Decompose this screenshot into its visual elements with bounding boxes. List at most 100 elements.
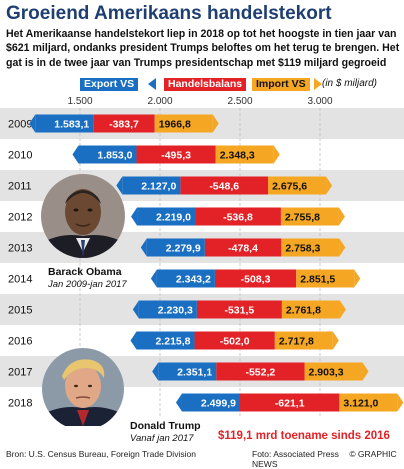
- import-value-label: 2.903,3: [309, 367, 344, 379]
- year-label: 2012: [8, 212, 32, 224]
- tick-label: 2.000: [147, 96, 173, 107]
- balance-bar: [180, 176, 269, 195]
- tick-label: 2.500: [227, 96, 253, 107]
- export-bar-tip: [131, 207, 138, 226]
- legend-arrow-imports: [314, 78, 322, 90]
- import-bar-tip: [338, 207, 345, 226]
- import-bar: [296, 269, 355, 288]
- export-bar: [158, 362, 217, 381]
- balance-value-label: -531,5: [224, 305, 254, 317]
- import-bar-tip: [397, 393, 404, 412]
- year-label: 2013: [8, 243, 32, 255]
- export-bar-tip: [152, 362, 159, 381]
- export-bar-tip: [130, 331, 137, 350]
- import-bar-tip: [273, 145, 280, 164]
- balance-bar: [93, 114, 155, 133]
- balance-bar: [216, 362, 305, 381]
- year-label: 2011: [8, 181, 32, 193]
- export-bar-tip: [140, 238, 147, 257]
- tick-label: 3.000: [307, 96, 333, 107]
- import-value-label: 2.755,8: [285, 212, 320, 224]
- balance-bar: [196, 300, 282, 319]
- import-bar: [268, 176, 327, 195]
- export-value-label: 2.279,9: [166, 243, 201, 255]
- balance-value-label: -621,1: [275, 398, 305, 410]
- balance-bar: [195, 207, 281, 226]
- export-value-label: 2.351,1: [177, 367, 212, 379]
- balance-bar: [214, 269, 297, 288]
- export-bar-tip: [72, 145, 79, 164]
- import-bar: [339, 393, 398, 412]
- export-bar-tip: [175, 393, 182, 412]
- export-bar-tip: [150, 269, 157, 288]
- import-bar-tip: [212, 114, 219, 133]
- trump-portrait: [42, 348, 124, 426]
- export-bar: [136, 331, 195, 350]
- legend-balance: Handelsbalans: [164, 78, 247, 91]
- import-bar: [215, 145, 274, 164]
- import-bar: [154, 114, 213, 133]
- balance-value-label: -548,6: [209, 181, 239, 193]
- intro-text: Het Amerikaanse handelstekort liep in 20…: [6, 28, 400, 69]
- import-bar: [281, 238, 340, 257]
- import-bar-tip: [332, 331, 339, 350]
- highlight-text: $119,1 mrd toename sinds 2016: [218, 430, 390, 442]
- import-bar-tip: [326, 176, 333, 195]
- year-label: 2017: [8, 367, 32, 379]
- import-bar-tip: [339, 300, 346, 319]
- export-value-label: 2.230,3: [158, 305, 193, 317]
- balance-value-label: -536,8: [223, 212, 253, 224]
- balance-value-label: -383,7: [109, 119, 139, 131]
- import-bar: [281, 300, 340, 319]
- import-bar-tip: [354, 269, 361, 288]
- balance-bar: [204, 238, 282, 257]
- obama-name: Barack Obama: [48, 266, 122, 278]
- balance-value-label: -495,3: [161, 150, 191, 162]
- unit-label: (in $ miljard): [322, 78, 378, 89]
- year-label: 2018: [8, 398, 32, 410]
- export-bar: [35, 114, 94, 133]
- export-value-label: 2.219,0: [156, 212, 191, 224]
- trump-name: Donald Trump: [130, 420, 201, 432]
- export-bar-tip: [116, 176, 123, 195]
- export-bar: [78, 145, 137, 164]
- export-value-label: 1.583,1: [54, 119, 89, 131]
- obama-term: Jan 2009-jan 2017: [48, 279, 127, 290]
- obama-portrait: [41, 174, 125, 258]
- export-bar: [156, 269, 215, 288]
- import-bar: [274, 331, 333, 350]
- balance-value-label: -552,2: [245, 367, 275, 379]
- import-bar: [280, 207, 339, 226]
- trump-term: Vanaf jan 2017: [130, 433, 194, 444]
- import-bar: [304, 362, 363, 381]
- export-value-label: 1.853,0: [97, 150, 132, 162]
- import-value-label: 1966,8: [159, 119, 191, 131]
- export-bar-tip: [29, 114, 36, 133]
- export-bar-tip: [132, 300, 139, 319]
- export-bar: [181, 393, 240, 412]
- import-value-label: 2.717,8: [279, 336, 314, 348]
- export-bar: [137, 207, 196, 226]
- export-bar: [122, 176, 181, 195]
- year-label: 2010: [8, 150, 32, 162]
- export-value-label: 2.499,9: [201, 398, 236, 410]
- balance-bar: [194, 331, 275, 350]
- export-value-label: 2.215,8: [155, 336, 190, 348]
- import-bar-tip: [362, 362, 369, 381]
- balance-value-label: -478,4: [228, 243, 258, 255]
- year-label: 2016: [8, 336, 32, 348]
- tick-label: 1.500: [67, 96, 93, 107]
- credit-text: Foto: Associated Press: [252, 449, 339, 459]
- import-value-label: 3.121,0: [343, 398, 378, 410]
- export-value-label: 2.127,0: [141, 181, 176, 193]
- year-label: 2015: [8, 305, 32, 317]
- balance-value-label: -502,0: [220, 336, 250, 348]
- export-value-label: 2.343,2: [176, 274, 211, 286]
- import-bar-tip: [339, 238, 346, 257]
- legend-arrow-exports: [148, 78, 156, 90]
- import-value-label: 2.851,5: [300, 274, 335, 286]
- import-value-label: 2.761,8: [286, 305, 321, 317]
- balance-bar: [136, 145, 216, 164]
- page-title: Groeiend Amerikaans handelstekort: [6, 3, 332, 24]
